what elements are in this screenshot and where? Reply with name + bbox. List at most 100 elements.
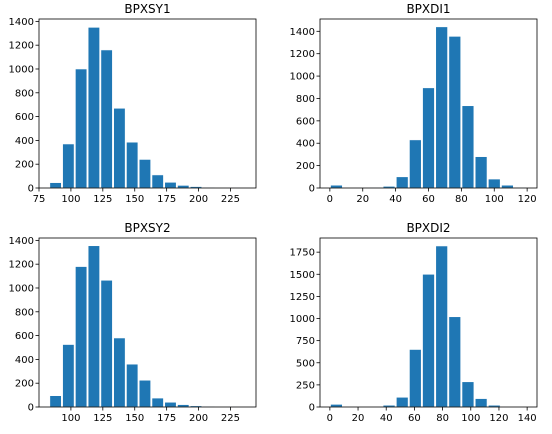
bpxsy1-x-tick-label: 225 [221,194,240,205]
bpxsy1-bar [49,182,62,189]
panel-bpxsy1: BPXSY1 75 100 125 150 175 200 225 0 200 400 600 800 1… [9,2,257,205]
bpxsy1-x-tick-label: 75 [33,194,46,205]
bpxdi1-bar [474,156,488,189]
bpxsy2-y-tick-label: 400 [15,355,34,366]
bpxsy2-bar [75,266,88,408]
bpxsy2-bar [164,401,177,408]
bpxdi2-bar [409,349,422,408]
bpxsy2-title: BPXSY2 [124,221,170,235]
bpxdi1-y-tick-label: 400 [296,139,315,150]
bpxsy1-y-tick-label: 400 [15,136,34,147]
bpxdi2-y-tick-label: 750 [296,336,315,347]
bpxsy1-y-tick-label: 1000 [9,64,34,75]
bpxdi2-x-tick-label: 20 [352,413,365,424]
bpxsy1-x-tick-label: 100 [61,194,80,205]
bpxsy1-bar [164,181,177,189]
bpxsy1-y-tick-label: 1200 [9,41,34,52]
bpxdi1-bar [409,139,422,189]
bpxsy2-x-tick-label: 225 [221,413,240,424]
bpxsy2-y-tick-label: 1000 [9,283,34,294]
bpxdi2-bar [396,396,409,408]
bpxdi1-y-tick-label: 600 [296,116,315,127]
bpxdi2-bar [422,273,435,408]
bpxsy1-axes-frame [38,18,257,189]
bpxdi1-bar [461,105,475,189]
bpxsy1-bar [87,27,100,189]
bpxdi2-y-tick-label: 1250 [290,292,315,303]
bpxsy2-y-tick-label: 0 [28,403,34,414]
bpxsy1-x-tick-label: 200 [189,194,208,205]
bpxsy2-bar [62,344,75,408]
bpxsy2-axes-frame [38,237,257,408]
bpxdi1-bar [395,176,409,189]
bpxsy2-bar [151,397,164,408]
bpxdi1-y-tick-label: 1400 [290,27,315,38]
bpxsy2-y-tick-label: 200 [15,379,34,390]
bpxdi1-bar [501,184,514,189]
bpxsy1-y-tick-label: 600 [15,112,34,123]
bpxsy2-bar [138,379,151,408]
bpxdi1-y-tick-label: 1000 [290,72,315,83]
bpxdi1-bar [422,87,435,189]
bpxsy2-bar [87,245,100,408]
bpxdi1-x-tick-label: 120 [518,194,537,205]
bpxdi2-axes-frame [319,237,538,408]
bpxdi2-y-tick-label: 1750 [290,248,315,259]
bpxsy1-bar [126,141,139,189]
bpxsy2-y-tick-label: 600 [15,331,34,342]
bpxdi2-y-tick-label: 1500 [290,270,315,281]
bpxdi2-bar [474,398,488,408]
bpxdi1-x-tick-label: 100 [485,194,504,205]
bpxsy2-x-tick-label: 175 [157,413,176,424]
bpxsy2-bar [113,337,126,408]
bpxdi1-x-tick-label: 80 [455,194,468,205]
bpxsy1-y-tick-label: 1400 [9,17,34,28]
bpxsy2-y-tick-label: 800 [15,307,34,318]
bpxsy1-bar [138,159,151,189]
bpxsy1-title: BPXSY1 [124,2,170,16]
bpxdi2-y-tick-label: 1000 [290,314,315,325]
bpxdi2-x-tick-label: 140 [518,413,537,424]
bpxsy1-bar [151,174,164,189]
bpxdi2-x-tick-label: 100 [461,413,480,424]
bpxsy1-x-tick-label: 150 [125,194,144,205]
bpxsy2-x-tick-label: 150 [125,413,144,424]
bpxdi1-x-tick-label: 40 [389,194,402,205]
bpxdi1-bar [435,26,448,189]
bpxdi2-y-tick-label: 500 [296,358,315,369]
bpxdi1-y-tick-label: 200 [296,161,315,172]
bpxdi1-bar [448,36,462,189]
bpxdi1-bar [488,178,501,189]
bpxsy2-bar [100,279,113,408]
bpxsy1-bar [113,107,126,189]
bpxsy1-y-tick-label: 0 [28,184,34,195]
bpxsy1-y-tick-label: 200 [15,160,34,171]
bpxsy2-bar [49,395,62,408]
bpxsy2-y-tick-label: 1400 [9,236,34,247]
bpxsy1-y-tick-label: 800 [15,88,34,99]
bpxdi2-y-tick-label: 250 [296,380,315,391]
bpxdi2-x-tick-label: 120 [489,413,508,424]
bpxsy1-bar [100,49,113,189]
panel-bpxsy2: BPXSY2 100 125 150 175 200 225 0 200 400 600 800 100… [9,221,257,424]
bpxdi1-y-tick-label: 0 [309,184,315,195]
bpxdi1-y-tick-label: 800 [296,94,315,105]
bpxsy1-x-tick-label: 175 [157,194,176,205]
bpxdi1-x-tick-label: 0 [327,194,333,205]
bpxdi1-bar [330,184,343,189]
bpxsy1-x-tick-label: 125 [93,194,112,205]
bpxsy2-x-tick-label: 100 [61,413,80,424]
bpxdi2-x-tick-label: 0 [327,413,333,424]
bpxsy1-bar [75,68,88,189]
bpxdi2-x-tick-label: 60 [408,413,421,424]
bpxdi1-title: BPXDI1 [406,2,450,16]
bpxdi1-x-tick-label: 60 [422,194,435,205]
panel-bpxdi2: BPXDI2 0 20 40 60 80 100 120 140 0 250 500 750 1000 12… [290,221,538,424]
bpxsy2-bar [126,363,139,408]
bpxsy2-x-tick-label: 125 [93,413,112,424]
bpxsy2-y-tick-label: 1200 [9,260,34,271]
bpxdi2-y-tick-label: 0 [309,403,315,414]
bpxdi1-y-tick-label: 1200 [290,49,315,60]
